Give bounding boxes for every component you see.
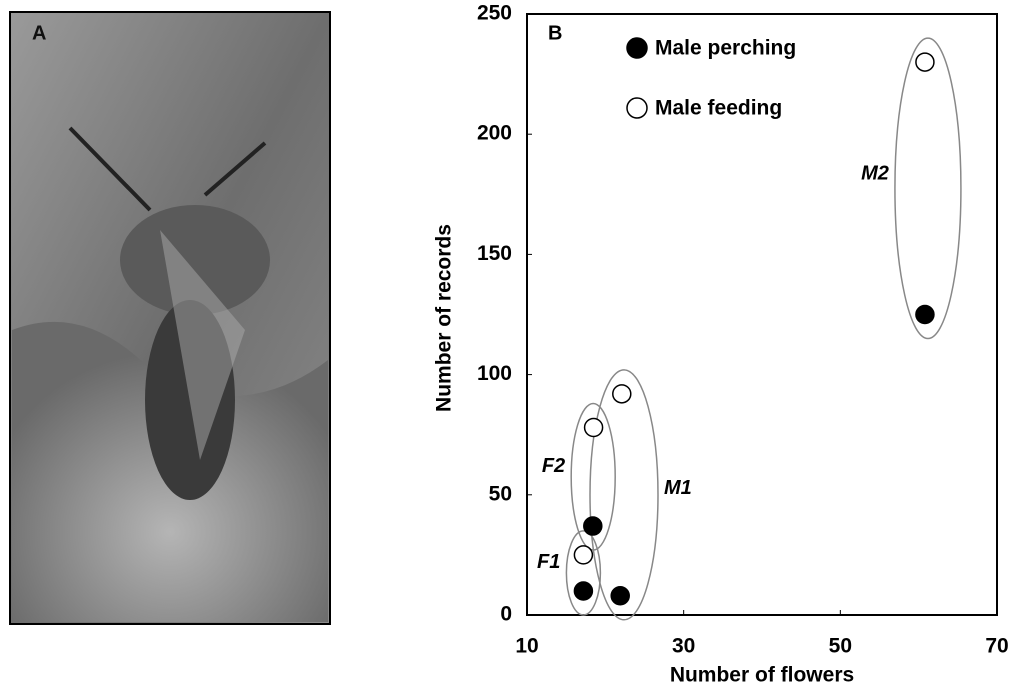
legend-marker bbox=[626, 97, 648, 119]
y-tick-label: 50 bbox=[489, 482, 512, 505]
x-tick-label: 50 bbox=[829, 635, 852, 658]
group-outline bbox=[894, 37, 962, 340]
point bbox=[915, 52, 935, 72]
group-outline bbox=[565, 530, 602, 616]
group-label: F2 bbox=[542, 455, 565, 477]
point bbox=[610, 586, 630, 606]
y-tick-label: 150 bbox=[477, 242, 512, 265]
legend-label: Male feeding bbox=[655, 97, 782, 120]
panel-label: A bbox=[32, 22, 46, 44]
chart: B Number of flowers Number of records bbox=[433, 13, 998, 687]
y-tick-label: 100 bbox=[477, 362, 512, 385]
plot-frame bbox=[526, 13, 998, 616]
group-outline bbox=[589, 369, 659, 621]
point bbox=[573, 581, 594, 601]
x-axis-title: Number of flowers bbox=[670, 664, 854, 687]
point bbox=[612, 384, 632, 404]
x-tick-label: 30 bbox=[672, 635, 695, 658]
photo-panel: A bbox=[9, 11, 331, 625]
group-label: F1 bbox=[537, 551, 560, 573]
point bbox=[583, 516, 603, 536]
legend-marker bbox=[626, 37, 648, 59]
point bbox=[583, 417, 604, 438]
x-tick-label: 70 bbox=[985, 635, 1008, 658]
group-label: M1 bbox=[664, 477, 692, 499]
y-tick-label: 0 bbox=[500, 603, 512, 626]
bee-thorax bbox=[120, 205, 270, 315]
group-label: M2 bbox=[861, 163, 889, 185]
y-tick-label: 250 bbox=[477, 2, 512, 25]
bee-wing bbox=[160, 230, 245, 460]
point bbox=[573, 545, 594, 565]
y-axis-title: Number of records bbox=[433, 224, 456, 412]
bee-antennae bbox=[68, 126, 267, 212]
y-tick-label: 200 bbox=[477, 122, 512, 145]
panel-label: B bbox=[548, 22, 562, 44]
point bbox=[915, 304, 935, 325]
legend-label: Male perching bbox=[655, 37, 796, 60]
x-tick-label: 10 bbox=[515, 635, 538, 658]
